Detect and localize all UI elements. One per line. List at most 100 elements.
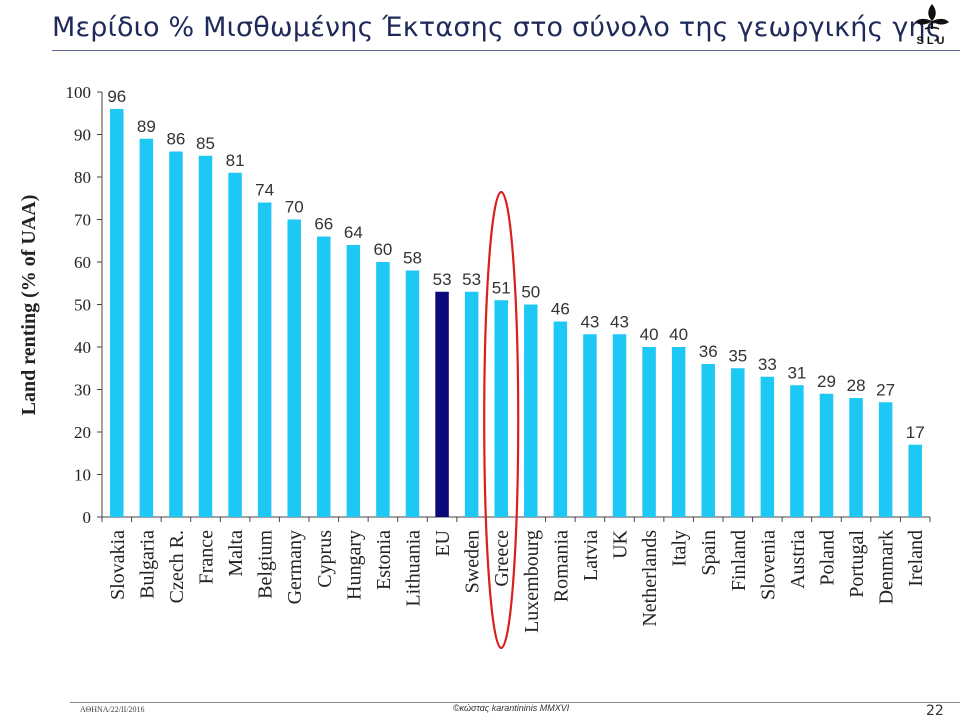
bar-denmark [878,402,893,517]
bar-france [198,155,213,517]
bar-sweden [464,291,479,517]
bar-germany [287,219,301,517]
bar-value-label: 46 [551,300,570,319]
chart-bars [110,109,922,517]
bar-bulgaria [139,138,154,517]
bar-value-label: 28 [847,376,866,395]
slu-logo-text: SLU [917,35,948,47]
bar-value-label: 53 [433,270,452,289]
bar-eu [435,291,449,517]
slide-title: Μερίδιο % Μισθωμένης Έκτασης στο σύνολο … [52,12,942,43]
y-tick-label: 80 [74,168,91,187]
bar-value-label: 53 [462,270,481,289]
chart-overlay [483,190,520,650]
bar-czech-r [169,151,183,517]
bar-value-label: 66 [314,215,333,234]
category-label: Belgium [255,530,277,599]
category-label: Portugal [846,530,868,598]
y-tick-label: 20 [74,423,91,442]
category-label: Romania [550,530,572,602]
land-renting-bar-chart: 0 10 20 30 40 50 60 70 80 90 100 Land renting (% of… [18,83,931,650]
y-tick-label: 50 [74,296,91,315]
page-number: 22 [926,703,944,719]
bar-value-label: 50 [521,283,540,302]
slu-logo: SLU [915,4,949,47]
bar-greece [494,300,508,517]
bar-austria [790,385,804,517]
category-label: Spain [698,530,720,576]
bar-belgium [257,202,272,517]
bar-value-label: 33 [758,355,777,374]
bar-value-label: 81 [226,151,245,170]
category-label: Sweden [462,530,484,593]
bar-value-label: 17 [906,423,925,442]
y-axis-title: Land renting (% of UAA) [18,195,40,416]
footer-copyright: ©κώστας karantininis MMXVI [453,703,570,713]
bar-value-label: 40 [640,325,659,344]
bar-portugal [849,398,863,517]
y-tick-label: 0 [83,508,92,527]
bar-value-label: 85 [196,134,215,153]
bar-hungary [346,245,361,517]
category-label: Hungary [343,530,365,600]
bar-romania [553,321,568,517]
chart-category-labels: Slovakia Bulgaria Czech R. France Malta Belgi… [107,529,927,633]
bar-value-label: 29 [817,372,836,391]
y-tick-label: 90 [74,126,91,145]
bar-slovenia [760,376,775,517]
category-label: Austria [787,530,809,589]
y-tick-label: 60 [74,253,91,272]
category-label: Estonia [373,530,395,590]
bar-value-label: 89 [137,117,156,136]
greece-highlight-ellipse [483,190,520,650]
bar-malta [228,172,242,517]
category-label: France [196,530,218,585]
category-label: Denmark [876,530,898,604]
y-tick-label: 40 [74,338,91,357]
y-tick-label: 30 [74,381,91,400]
bar-finland [731,368,745,517]
category-label: Bulgaria [136,530,158,599]
category-label: Latvia [580,530,602,581]
bar-value-label: 31 [787,363,806,382]
bar-value-label: 36 [699,342,718,361]
bar-value-label: 43 [610,312,629,331]
bar-value-label: 60 [373,240,392,259]
bar-lithuania [405,270,420,517]
category-label: UK [610,529,632,558]
bar-value-label: 64 [344,223,363,242]
footer-left-text: ΑΘΗΝΑ/22/ΙΙ/2016 [80,705,145,714]
chart-value-labels: 96 89 86 85 81 74 70 66 64 60 58 53 53 51 50 46 43 43 40 40… [107,87,924,442]
category-label: Poland [817,530,839,586]
bar-value-label: 40 [669,325,688,344]
category-label: Greece [491,530,513,587]
bar-estonia [376,262,390,517]
category-label: Malta [225,530,247,577]
bar-ireland [908,444,922,517]
category-label: Czech R. [166,530,188,603]
footer-divider [70,702,960,703]
bar-value-label: 58 [403,249,422,268]
title-divider [52,50,960,51]
bar-value-label: 27 [876,380,895,399]
bar-value-label: 86 [166,130,185,149]
bar-value-label: 74 [255,181,274,200]
bar-luxembourg [524,304,538,517]
category-label: EU [432,529,454,556]
category-label: Netherlands [639,530,661,627]
bar-poland [819,393,834,517]
bar-value-label: 70 [285,198,304,217]
bar-slovakia [110,109,124,517]
bar-italy [671,347,686,517]
category-label: Finland [728,530,750,591]
category-label: Ireland [905,530,927,587]
y-tick-label: 10 [74,466,91,485]
bar-latvia [583,334,597,517]
bar-value-label: 43 [580,312,599,331]
bar-value-label: 51 [492,278,511,297]
category-label: Lithuania [403,530,425,607]
category-label: Germany [284,530,306,604]
category-label: Luxembourg [521,530,543,633]
category-label: Slovakia [107,530,129,600]
bar-value-label: 96 [107,87,126,106]
